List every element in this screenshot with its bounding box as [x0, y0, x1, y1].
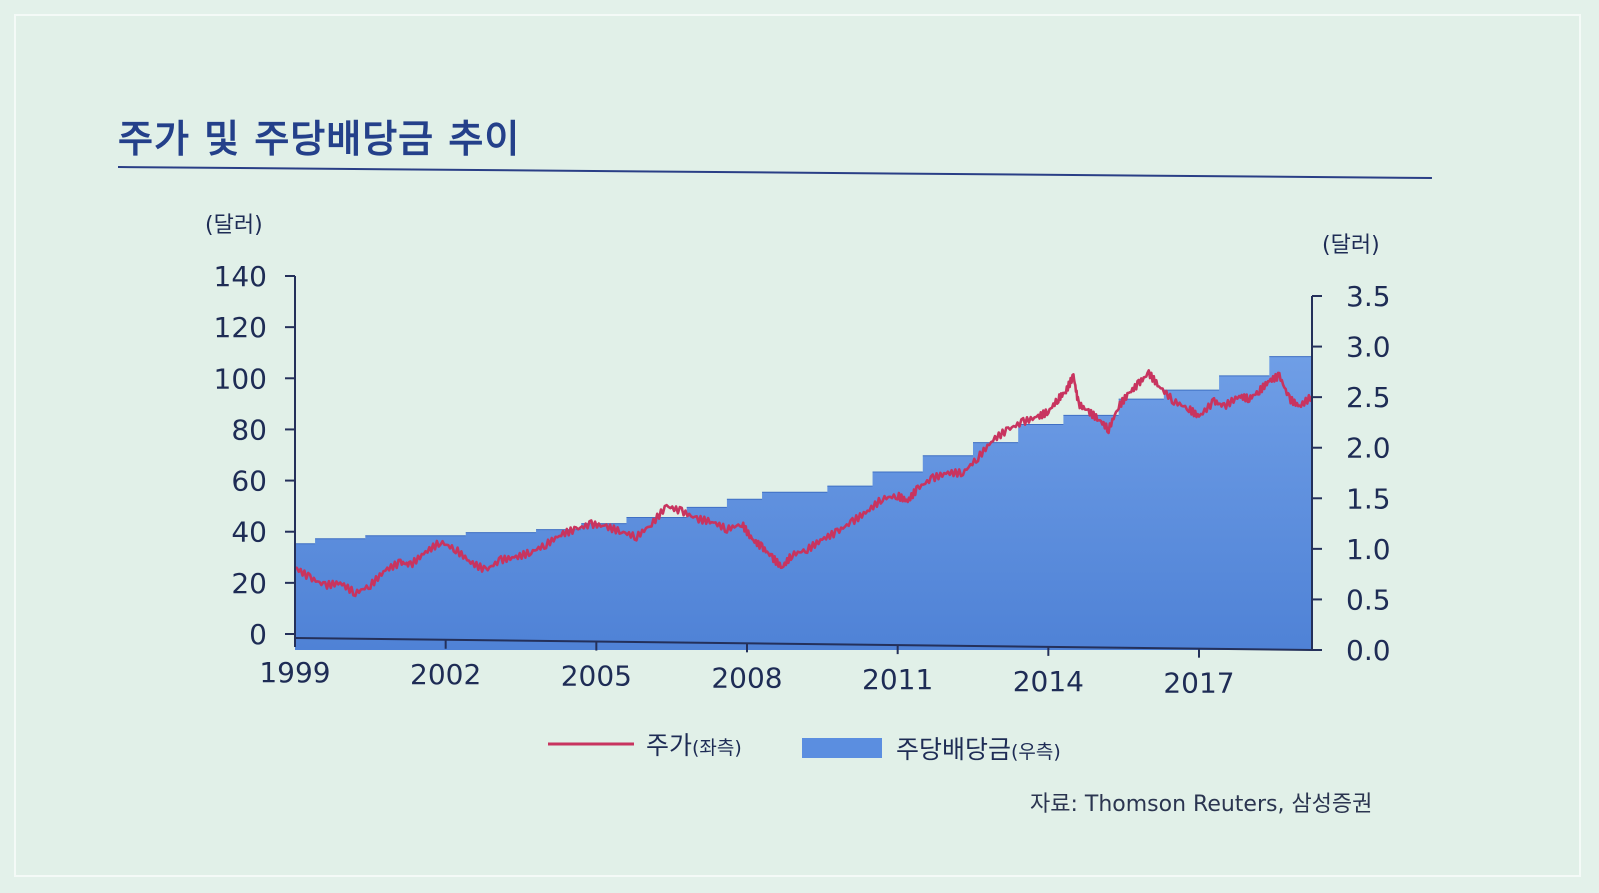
legend-price-label: 주가(좌측)	[646, 731, 742, 760]
source-note: 자료: Thomson Reuters, 삼성증권	[1030, 792, 1373, 817]
legend-dividend-note: (우측)	[1011, 741, 1061, 763]
left-tick-label: 120	[214, 311, 267, 344]
x-tick-label: 2011	[862, 663, 933, 696]
right-tick-label: 1.5	[1346, 482, 1391, 515]
right-tick-label: 0.0	[1346, 634, 1391, 667]
left-tick-label: 140	[214, 260, 267, 293]
legend-dividend-swatch	[802, 738, 882, 758]
left-tick-label: 100	[214, 362, 267, 395]
left-tick-label: 0	[249, 618, 267, 651]
left-tick-label: 60	[231, 465, 267, 498]
legend-dividend-label: 주당배당금(우측)	[896, 735, 1061, 764]
left-tick-label: 40	[231, 516, 267, 549]
x-tick-label: 1999	[259, 656, 330, 689]
chart-title: 주가 및 주당배당금 추이	[118, 117, 521, 161]
legend-dividend-name: 주당배당금	[896, 735, 1011, 764]
right-tick-label: 2.0	[1346, 432, 1391, 465]
legend-price-name: 주가	[646, 731, 692, 760]
chart-panel	[14, 14, 1581, 877]
x-tick-label: 2005	[561, 660, 632, 693]
left-axis-unit: (달러)	[205, 213, 263, 238]
legend: 주가(좌측) 주당배당금(우측)	[548, 731, 1061, 764]
x-tick-label: 2002	[410, 658, 481, 691]
x-axis-line	[294, 637, 1313, 651]
right-tick-label: 1.0	[1346, 533, 1391, 566]
x-tick-label: 2014	[1013, 665, 1084, 698]
x-tick-label: 2008	[711, 661, 782, 694]
left-tick-label: 80	[231, 413, 267, 446]
right-tick-label: 2.5	[1346, 381, 1391, 414]
left-tick-label: 20	[231, 567, 267, 600]
right-tick-label: 0.5	[1346, 583, 1391, 616]
x-tick-label: 2017	[1163, 667, 1234, 700]
right-tick-label: 3.5	[1346, 280, 1391, 313]
right-axis-unit: (달러)	[1322, 233, 1380, 258]
axes-layer: 140 120 100 80 60 40 20 0 3.5 3.0 2.5 2.0 1.5 1.0 0.5 0…	[214, 260, 1391, 700]
price-line	[294, 369, 1314, 598]
price-line-layer	[294, 369, 1314, 598]
right-tick-label: 3.0	[1346, 331, 1391, 364]
dividend-area-layer	[295, 356, 1312, 650]
dividend-area	[295, 356, 1312, 650]
legend-price-note: (좌측)	[692, 737, 742, 759]
